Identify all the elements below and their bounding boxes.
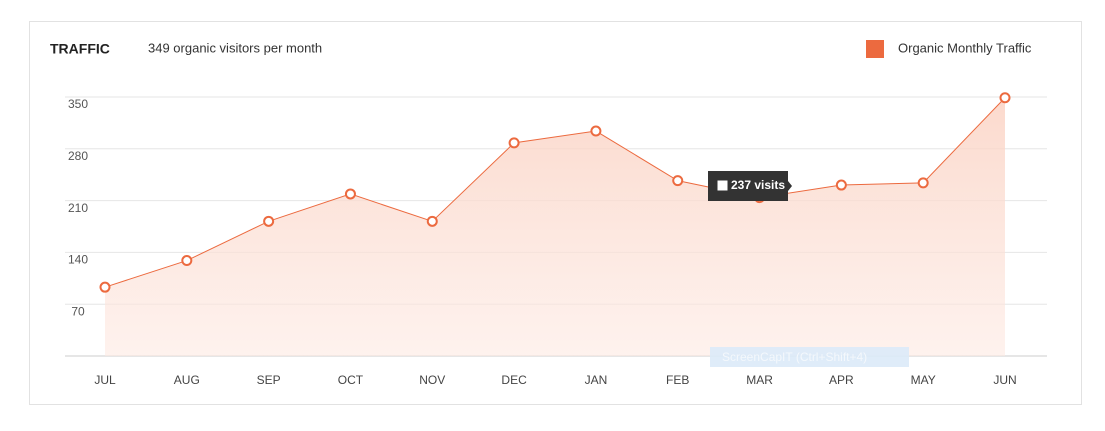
point bbox=[672, 175, 684, 187]
tooltip-box bbox=[708, 171, 792, 201]
chart-title: TRAFFIC bbox=[50, 41, 110, 57]
line bbox=[104, 97, 1006, 288]
point bbox=[835, 179, 847, 191]
x-tick-label: AUG bbox=[174, 373, 200, 387]
subtitle: 349 organic visitors per month bbox=[148, 40, 322, 55]
x-tick-label: FEB bbox=[666, 373, 689, 387]
x-tick-label: APR bbox=[829, 373, 854, 387]
x-tick-label: MAR bbox=[746, 373, 773, 387]
point bbox=[181, 255, 193, 267]
point bbox=[263, 215, 275, 227]
point bbox=[999, 92, 1011, 104]
y-tick-label: 140 bbox=[68, 253, 88, 267]
x-tick-label: JUN bbox=[993, 373, 1016, 387]
watermark-box bbox=[710, 347, 909, 367]
tooltip-text: 237 visits bbox=[731, 178, 785, 192]
y-tick-label: 350 bbox=[68, 97, 88, 111]
x-tick-label: NOV bbox=[419, 373, 445, 387]
x-tick-label: DEC bbox=[501, 373, 527, 387]
y-tick-label: 70 bbox=[71, 304, 85, 318]
y-tick-label: 210 bbox=[68, 201, 88, 215]
legend-label: Organic Monthly Traffic bbox=[898, 40, 1032, 55]
tooltip-swatch bbox=[716, 179, 729, 192]
x-tick-label: JAN bbox=[585, 373, 608, 387]
x-tick-label: MAY bbox=[911, 373, 936, 387]
y-tick-label: 280 bbox=[68, 149, 88, 163]
point bbox=[590, 125, 602, 137]
x-tick-label: JUL bbox=[94, 373, 116, 387]
legend-swatch bbox=[866, 40, 884, 58]
point bbox=[917, 177, 929, 189]
x-tick-label: SEP bbox=[257, 373, 281, 387]
point bbox=[426, 215, 438, 227]
area bbox=[105, 97, 1005, 357]
point bbox=[99, 281, 111, 293]
watermark: ScreenCapIT (Ctrl+Shift+4) bbox=[722, 350, 867, 364]
point bbox=[344, 188, 356, 200]
point bbox=[508, 137, 520, 149]
x-tick-label: OCT bbox=[338, 373, 364, 387]
